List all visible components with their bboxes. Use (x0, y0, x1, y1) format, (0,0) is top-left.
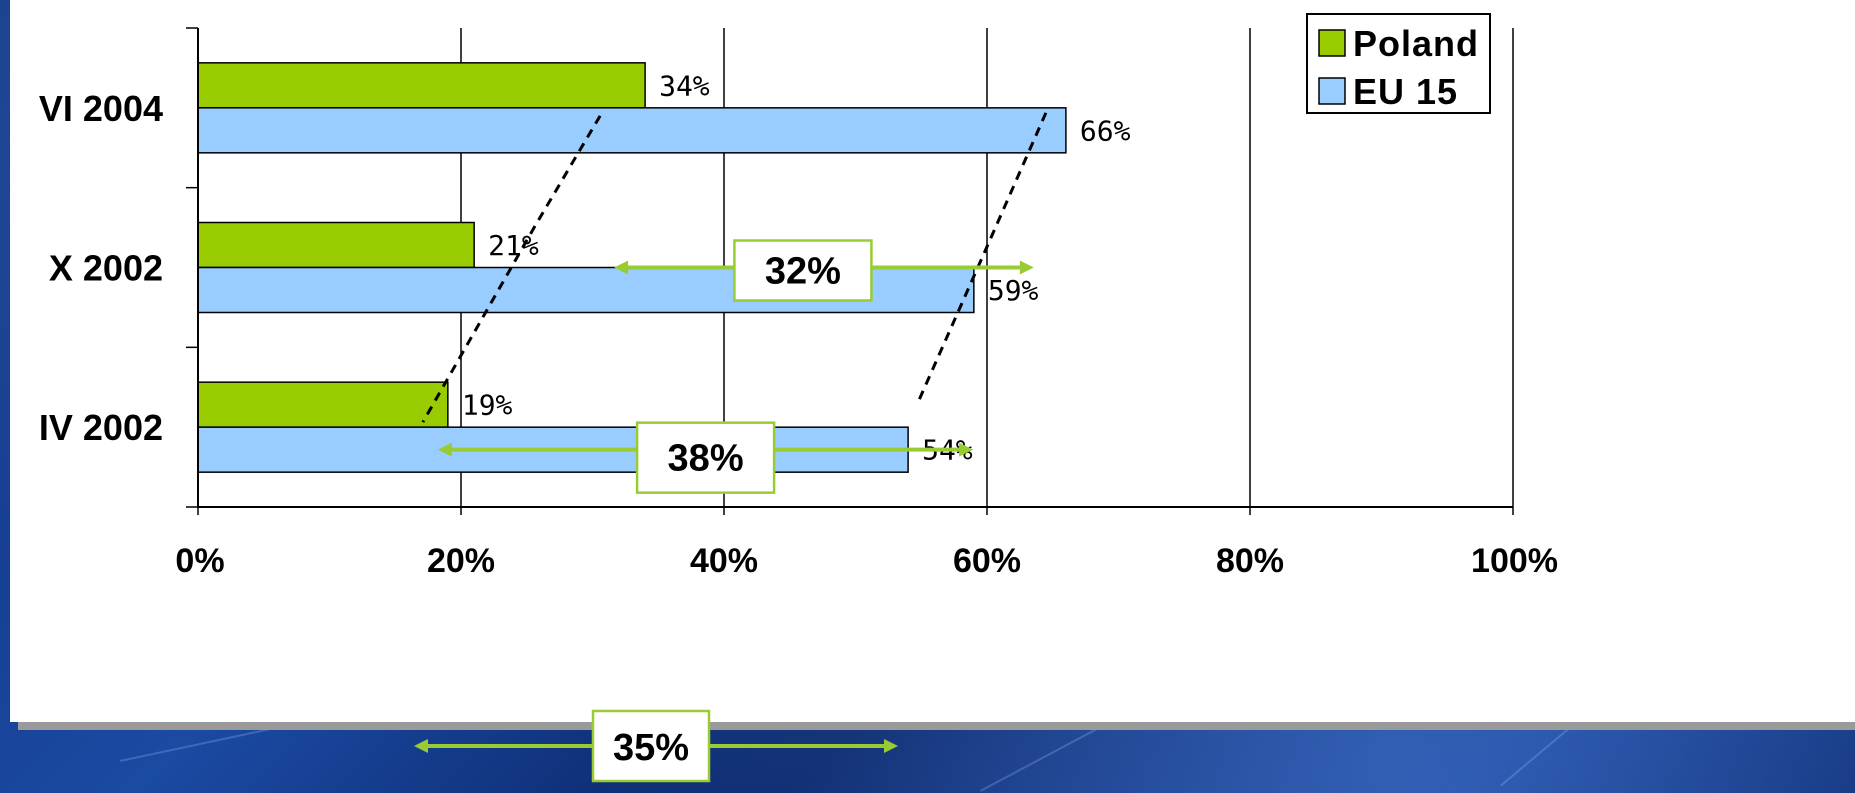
data-label-poland: 19% (462, 389, 513, 422)
gap-annotation-x2002-label: 32% (765, 251, 841, 293)
x-tick-label: 100% (1471, 542, 1558, 580)
gap-arrow-x2002-head-left (614, 260, 629, 275)
data-label-poland: 21% (488, 229, 539, 262)
gap-arrow-x2002-head-right (1019, 260, 1034, 275)
x-tick-label: 20% (427, 542, 495, 580)
shift-annotation-label: 35% (613, 727, 689, 769)
shift-arrow-head-left (414, 739, 428, 753)
legend-swatch (1318, 29, 1346, 57)
gap-annotation-iv2002-box (635, 421, 776, 494)
annot-layer: 32% 38% (437, 239, 1034, 494)
dashed-connector-poland (421, 115, 602, 423)
x-tick-label: 0% (175, 542, 224, 580)
x-tick-label: 80% (1216, 542, 1284, 580)
bar-poland (197, 62, 646, 109)
decor-layer (421, 112, 1048, 423)
category-label: IV 2002 (39, 407, 163, 448)
bar-poland (197, 221, 475, 269)
bar-eu15 (197, 107, 1067, 154)
legend-swatch (1318, 77, 1346, 105)
gap-annotation-iv2002-label: 38% (668, 438, 744, 480)
x-tick-label: 60% (953, 542, 1021, 580)
chart-svg: 0% 20% 40% 60% 80% 100% VI 2004 34% 66% X 2002 21%… (39, 13, 1558, 580)
axes-layer (186, 27, 1514, 515)
category-label: X 2002 (49, 248, 163, 289)
data-label-poland: 34% (659, 69, 710, 102)
data-label-eu15: 66% (1080, 114, 1131, 147)
data-label-eu15: 59% (988, 274, 1039, 307)
bar-poland (197, 381, 449, 428)
legend-layer: Poland EU 15 (1306, 13, 1491, 114)
category-label: VI 2004 (39, 88, 163, 129)
legend-label: Poland (1353, 23, 1479, 64)
gap-arrow-iv2002-head-right (959, 442, 974, 457)
shift-arrow-head-right (884, 739, 898, 753)
dashed-connector-eu15 (916, 112, 1048, 403)
legend-label: EU 15 (1353, 71, 1458, 112)
x-tick-label: 40% (690, 542, 758, 580)
chart-panel: 0% 20% 40% 60% 80% 100% VI 2004 34% 66% X 2002 21%… (10, 0, 1855, 722)
gap-annotation-x2002-box (733, 239, 873, 302)
gap-arrow-iv2002-head-left (437, 442, 452, 457)
